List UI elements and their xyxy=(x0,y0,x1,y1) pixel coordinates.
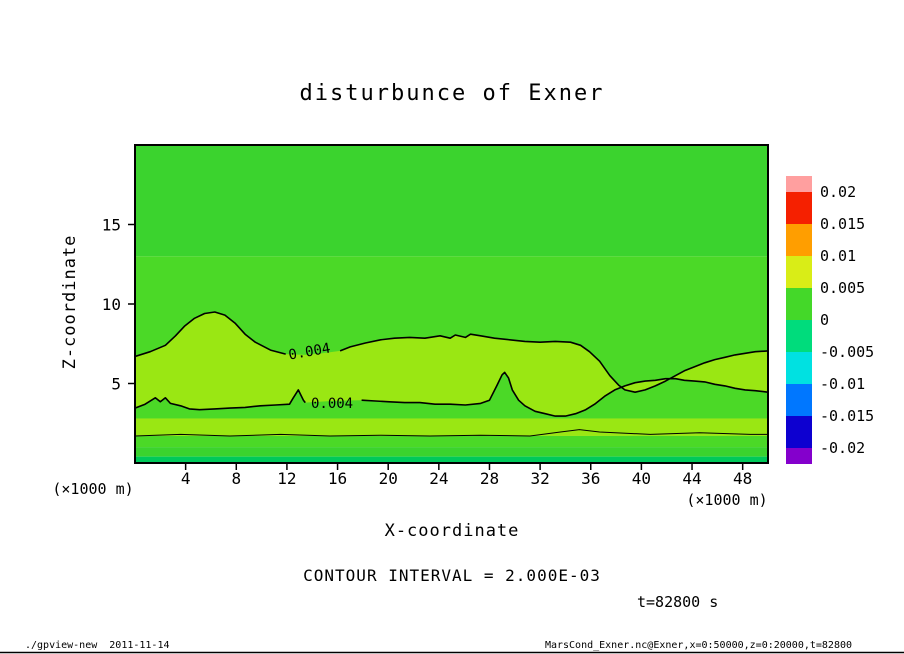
x-tick-label: 48 xyxy=(733,469,752,488)
x-tick-label: 8 xyxy=(231,469,241,488)
colorbar-segment xyxy=(786,288,812,320)
fill-band xyxy=(135,418,768,436)
x-tick-label: 4 xyxy=(181,469,191,488)
fill-band xyxy=(135,447,768,457)
colorbar-segment xyxy=(786,176,812,192)
colorbar-label: -0.005 xyxy=(820,343,874,361)
contour-value-label: 0.004 xyxy=(311,396,353,412)
colorbar-segment xyxy=(786,416,812,448)
x-axis-label: X-coordinate xyxy=(385,521,520,541)
x-tick-label: 20 xyxy=(379,469,398,488)
contour-0004-upper-left xyxy=(135,311,286,358)
colorbar-label: 0.005 xyxy=(820,279,865,297)
colorbar-label: 0 xyxy=(820,311,829,329)
colorbar-segment xyxy=(786,192,812,224)
colorbar: 0.02 0.015 0.01 0.005 0 -0.005 -0.01 -0.015 -0.0… xyxy=(786,176,874,464)
x-tick-label: 40 xyxy=(632,469,651,488)
colorbar-label: 0.015 xyxy=(820,215,865,233)
colorbar-segment xyxy=(786,448,812,464)
filled-contour-area xyxy=(135,145,768,463)
colorbar-label: -0.02 xyxy=(820,439,865,457)
x-tick-label: 36 xyxy=(581,469,600,488)
time-stamp-text: t=82800 s xyxy=(637,593,718,611)
x-tick-label: 16 xyxy=(328,469,347,488)
y-tick-label: 15 xyxy=(102,216,121,235)
fill-band xyxy=(135,145,768,257)
fill-band xyxy=(135,435,768,448)
footer-command-text: ./gpview-new 2011-11-14 xyxy=(25,640,170,651)
colorbar-label: -0.015 xyxy=(820,407,874,425)
contour-line-labels: 0.004 0.004 xyxy=(287,341,353,413)
x-tick-label: 28 xyxy=(480,469,499,488)
colorbar-segment xyxy=(786,384,812,416)
contour-0004-lower-left xyxy=(135,389,306,411)
y-axis-unit: (×1000 m) xyxy=(52,480,133,498)
y-tick-label: 10 xyxy=(102,295,121,314)
x-tick-label: 44 xyxy=(682,469,701,488)
x-tick-label: 32 xyxy=(530,469,549,488)
contour-interval-text: CONTOUR INTERVAL = 2.000E-03 xyxy=(303,566,601,585)
plot-title: disturbunce of Exner xyxy=(300,81,605,106)
band-between-contours xyxy=(135,312,768,417)
x-tick-label: 12 xyxy=(277,469,296,488)
y-axis-label: Z-coordinate xyxy=(60,235,80,370)
contour-near-surface xyxy=(135,429,768,437)
colorbar-segment xyxy=(786,352,812,384)
colorbar-label: 0.02 xyxy=(820,183,856,201)
contour-0004-lower-right xyxy=(361,371,768,417)
x-tick-label: 24 xyxy=(429,469,448,488)
y-tick-label: 5 xyxy=(111,375,121,394)
colorbar-label: -0.01 xyxy=(820,375,865,393)
footer-file-text: MarsCond_Exner.nc@Exner,x=0:50000,z=0:20… xyxy=(545,640,852,651)
fill-band xyxy=(135,456,768,463)
colorbar-segment xyxy=(786,320,812,352)
contour-0004-upper-right xyxy=(339,333,768,394)
contour-value-label: 0.004 xyxy=(287,341,331,364)
x-axis-unit: (×1000 m) xyxy=(686,491,767,509)
colorbar-label: 0.01 xyxy=(820,247,856,265)
contour-lines xyxy=(135,311,768,437)
colorbar-segment xyxy=(786,256,812,288)
colorbar-segment xyxy=(786,224,812,256)
